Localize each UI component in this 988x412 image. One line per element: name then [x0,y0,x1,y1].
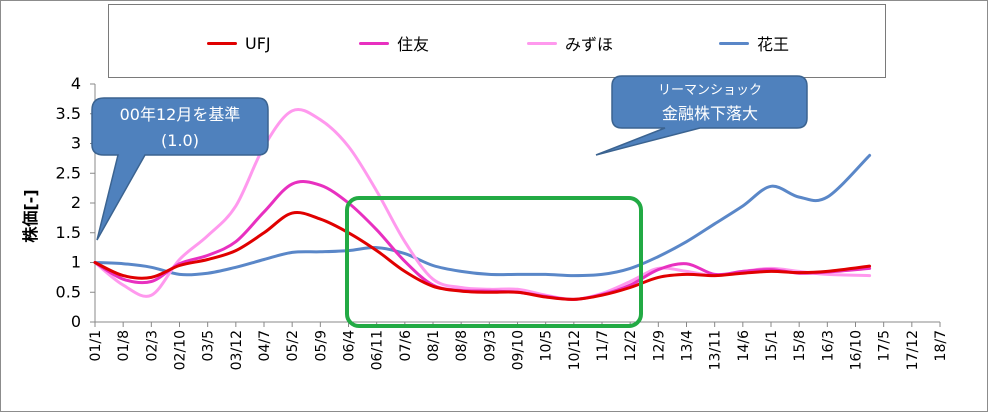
legend-item-kao: 花王 [719,33,790,54]
x-tick-label: 09/10 [511,330,527,370]
x-tick-label: 15/1 [764,330,780,361]
callout-baseline: 00年12月を基準 (1.0) [91,97,269,241]
x-tick-label: 09/3 [482,330,498,361]
x-tick-label: 13/4 [680,330,696,362]
callout-baseline-line1: 00年12月を基準 [120,105,241,124]
x-tick-label: 08/1 [426,330,442,361]
legend: UFJ 住友 みずほ 花王 [108,4,886,78]
x-tick-label: 10/5 [539,330,555,361]
legend-label-kao: 花王 [757,35,790,54]
x-tick-label: 18/7 [933,330,949,361]
x-tick-label: 02/3 [144,330,160,361]
legend-swatch-mizuho [527,41,557,45]
callout-baseline-line2: (1.0) [161,131,199,150]
callout-lehman: リーマンショック 金融株下落大 [595,75,808,156]
x-tick-label: 10/12 [567,330,583,370]
y-tick-label: 2.5 [56,163,81,182]
series-line-0 [93,211,872,301]
x-tick-label: 11/7 [595,330,611,361]
x-tick-label: 16/3 [820,330,836,361]
x-tick-label: 06/4 [342,330,358,362]
legend-item-mizuho: みずほ [527,33,614,54]
legend-item-ufj: UFJ [207,33,271,53]
x-tick-label: 13/11 [708,330,724,370]
x-tick-label: 01/1 [88,330,104,361]
y-tick-labels: 0 0.5 1 1.5 2 2.5 3 3.5 4 [56,74,81,331]
y-tick-label: 3.5 [56,104,81,123]
legend-swatch-kao [719,41,749,45]
x-tick-label: 12/9 [651,330,667,361]
x-tick-label: 16/10 [849,330,865,370]
x-tick-label: 01/8 [116,330,132,361]
x-tick-label: 02/10 [173,330,189,370]
legend-label-ufj: UFJ [245,33,271,53]
legend-label-mizuho: みずほ [565,35,614,54]
x-tick-label: 07/6 [398,330,414,362]
highlight-box [345,196,643,328]
x-tick-label: 03/12 [229,330,245,370]
legend-swatch-ufj [207,41,237,45]
y-tick-label: 1.5 [56,223,81,242]
y-tick-label: 0 [71,312,81,331]
y-axis-label: 株価[-] [21,189,40,242]
series-lines [93,107,872,301]
x-tick-label: 14/6 [736,330,752,362]
y-tick-label: 3 [71,134,81,153]
y-tick-label: 4 [71,74,81,93]
x-tick-label: 05/2 [285,330,301,361]
callout-lehman-line2: 金融株下落大 [662,104,758,123]
x-tick-labels: 01/1 01/8 02/3 02/10 03/5 03/12 04/7 05/2 05/9 06… [88,330,949,370]
x-tick-label: 04/7 [257,330,273,361]
series-line-3 [93,153,872,278]
y-tick-label: 1 [71,253,81,272]
x-tick-label: 15/8 [792,330,808,361]
legend-swatch-sumitomo [359,41,389,45]
y-tick-label: 0.5 [56,282,81,301]
y-tick-label: 2 [71,193,81,212]
x-tick-label: 03/5 [201,330,217,361]
x-tick-label: 08/8 [454,330,470,361]
x-tick-label: 17/5 [877,330,893,361]
legend-label-sumitomo: 住友 [397,35,430,54]
callout-lehman-line1: リーマンショック [658,83,762,98]
x-tick-label: 05/9 [313,330,329,361]
x-tick-label: 12/2 [623,330,639,361]
x-tick-label: 06/11 [370,330,386,370]
x-tick-label: 17/12 [905,330,921,370]
legend-item-sumitomo: 住友 [359,33,430,54]
